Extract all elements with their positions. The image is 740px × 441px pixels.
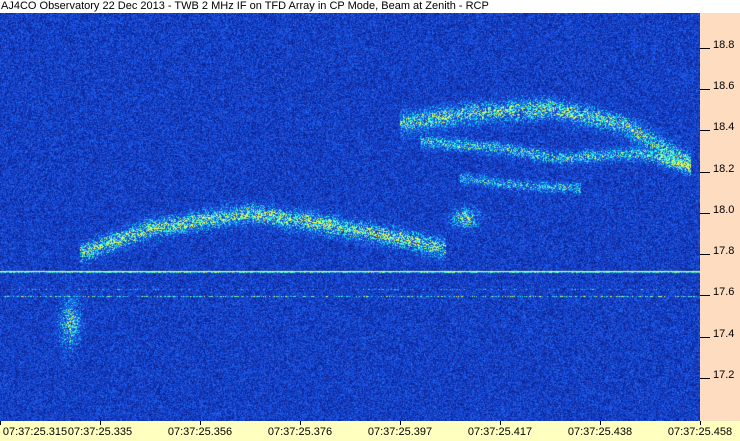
- y-tick-label: 17.6: [713, 286, 735, 299]
- x-tick: [0, 421, 1, 425]
- y-tick: [700, 377, 710, 379]
- x-tick-label: 07:37:25.458: [667, 426, 733, 438]
- x-axis: 07:37:25.315 07:37:25.335 07:37:25.356 07:3…: [0, 421, 740, 441]
- x-tick: [500, 421, 501, 425]
- y-tick: [700, 295, 710, 297]
- y-tick: [700, 48, 710, 50]
- x-tick-label: 07:37:25.356: [167, 426, 233, 438]
- x-tick-label: 07:37:25.397: [367, 426, 433, 438]
- y-tick-label: 17.2: [713, 368, 735, 381]
- x-tick-label: 07:37:25.315: [2, 426, 68, 438]
- y-tick: [700, 130, 710, 132]
- y-tick-label: 18.6: [713, 80, 735, 93]
- x-tick: [200, 421, 201, 425]
- x-tick: [600, 421, 601, 425]
- spectrogram-canvas: [0, 13, 700, 421]
- y-tick-label: 18.2: [713, 162, 735, 175]
- x-tick: [700, 421, 701, 425]
- chart-title: AJ4CO Observatory 22 Dec 2013 - TWB 2 MH…: [1, 0, 489, 12]
- y-axis: 18.8 18.6 18.4 18.2 18.0 17.8 17.6 17.4 17.2: [700, 13, 740, 421]
- x-tick-label: 07:37:25.417: [467, 426, 533, 438]
- y-tick-label: 18.8: [713, 39, 735, 52]
- y-tick-label: 18.4: [713, 121, 735, 134]
- y-tick: [700, 336, 710, 338]
- y-tick: [700, 254, 710, 256]
- spectrogram-plot: [0, 13, 700, 421]
- y-tick: [700, 212, 710, 214]
- y-tick: [700, 89, 710, 91]
- y-tick-label: 17.8: [713, 245, 735, 258]
- y-tick-label: 18.0: [713, 203, 735, 216]
- x-tick: [100, 421, 101, 425]
- y-tick: [700, 171, 710, 173]
- y-tick-label: 17.4: [713, 327, 735, 340]
- x-tick-label: 07:37:25.335: [67, 426, 133, 438]
- x-tick-label: 07:37:25.376: [267, 426, 333, 438]
- x-tick: [300, 421, 301, 425]
- x-tick: [400, 421, 401, 425]
- x-tick-label: 07:37:25.438: [567, 426, 633, 438]
